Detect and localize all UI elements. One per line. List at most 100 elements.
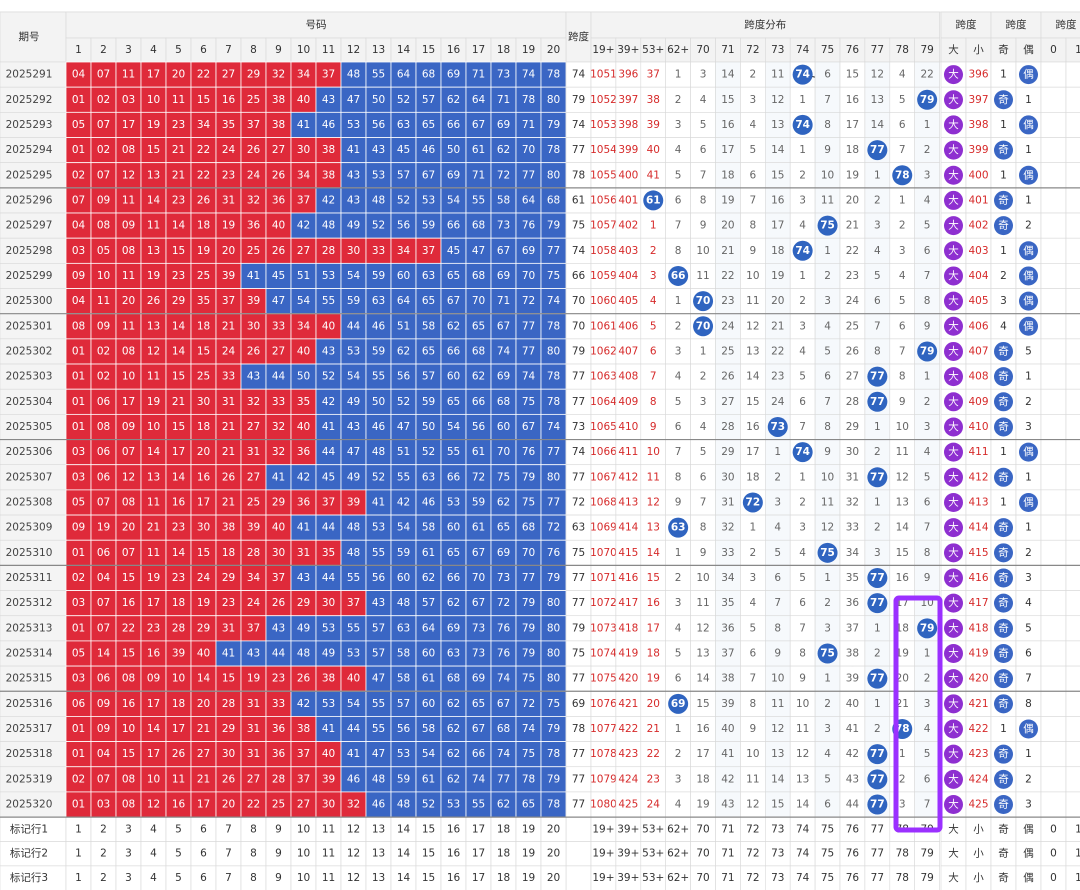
header-text: 1 xyxy=(1075,44,1080,56)
footer-text: 62+ xyxy=(667,872,689,884)
dist-cell xyxy=(690,338,716,365)
ball-number: 68 xyxy=(447,673,460,685)
ball-number: 13 xyxy=(147,471,160,483)
ball-number: 14 xyxy=(147,446,161,458)
ball-number: 60 xyxy=(497,421,510,433)
ball-number: 62 xyxy=(472,371,485,383)
footer-text: 大 xyxy=(948,822,959,835)
oe-text: 1 xyxy=(1000,119,1007,131)
footer-text: 奇 xyxy=(998,871,1009,884)
ball-number: 01 xyxy=(72,345,85,357)
ball-number: 18 xyxy=(197,220,210,232)
miss-count: 5 xyxy=(774,547,781,559)
tail-cell xyxy=(1065,716,1080,742)
header-cell xyxy=(640,37,666,63)
ball-number: 53 xyxy=(372,522,385,534)
miss-count: 10 xyxy=(647,446,660,458)
ball-number: 26 xyxy=(247,144,261,156)
bs-text: 大 xyxy=(948,143,959,156)
miss-count: 2 xyxy=(874,194,881,206)
miss-count: 4 xyxy=(924,194,931,206)
oe-text: 3 xyxy=(1000,295,1007,307)
ball-number: 18 xyxy=(197,421,210,433)
miss-count: 25 xyxy=(721,345,734,357)
ball-number: 37 xyxy=(322,496,335,508)
header-cell xyxy=(90,37,117,63)
ball-cell xyxy=(240,262,267,289)
miss-count: 6 xyxy=(799,396,806,408)
miss-count: 5 xyxy=(675,169,682,181)
ball-number: 31 xyxy=(222,622,235,634)
miss-count: 3 xyxy=(675,597,682,609)
miss-count: 35 xyxy=(846,572,859,584)
ball-number: 46 xyxy=(322,119,336,131)
dist-cell xyxy=(864,263,891,289)
ball-number: 26 xyxy=(272,245,286,257)
ball-number: 53 xyxy=(347,647,360,659)
ball-cell xyxy=(465,187,492,214)
miss-count: 3 xyxy=(924,169,931,181)
miss-count: 20 xyxy=(721,220,734,232)
miss-count: 9 xyxy=(824,446,831,458)
ball-number: 59 xyxy=(422,220,435,232)
oe-text: 3 xyxy=(1025,799,1032,811)
tail-cell xyxy=(1065,514,1080,541)
miss-count: 22 xyxy=(920,69,933,81)
miss-count: 4 xyxy=(924,446,931,458)
miss-count: 2 xyxy=(874,446,881,458)
ball-cell xyxy=(365,288,392,315)
ball-number: 61 xyxy=(472,144,485,156)
ball-number: 15 xyxy=(222,673,235,685)
ball-cell xyxy=(165,86,192,113)
ball-number: 63 xyxy=(447,647,460,659)
dist-cell xyxy=(740,187,766,214)
miss-count: 3 xyxy=(774,496,781,508)
ball-cell xyxy=(415,288,442,315)
bs-text: 418 xyxy=(968,622,988,634)
ball-number: 65 xyxy=(447,396,460,408)
header-text: 跨度分布 xyxy=(744,18,786,31)
ball-number: 24 xyxy=(197,572,211,584)
tail-cell xyxy=(1065,565,1080,591)
ball-number: 42 xyxy=(297,471,310,483)
ball-number: 35 xyxy=(222,119,235,131)
miss-count: 1060 xyxy=(590,295,617,307)
footer-text: 76 xyxy=(846,848,860,860)
miss-count: 13 xyxy=(796,773,809,785)
dist-cell xyxy=(665,187,691,214)
header-text: 17 xyxy=(472,44,485,56)
ball-number: 58 xyxy=(422,522,435,534)
bs-text: 大 xyxy=(948,621,959,634)
tail-cell xyxy=(1065,414,1080,440)
miss-count: 7 xyxy=(774,597,781,609)
footer-text: 2 xyxy=(100,872,107,884)
ball-number: 33 xyxy=(222,371,235,383)
header-cell xyxy=(515,37,542,63)
period: 2025307 xyxy=(6,471,53,483)
ball-number: 66 xyxy=(447,345,461,357)
miss-count: 1061 xyxy=(590,320,617,332)
ball-number: 41 xyxy=(272,471,285,483)
miss-count: 10 xyxy=(821,169,834,181)
miss-count: 39 xyxy=(846,673,859,685)
footer-text: 75 xyxy=(821,872,834,884)
miss-count: 11 xyxy=(647,471,660,483)
ball-number: 08 xyxy=(122,773,135,785)
footer-text: 13 xyxy=(372,872,385,884)
footer-text: 72 xyxy=(746,872,759,884)
bs-ball xyxy=(944,291,963,311)
miss-count: 39 xyxy=(647,119,660,131)
ball-cell xyxy=(240,237,267,264)
ball-number: 21 xyxy=(197,773,210,785)
dist-cell xyxy=(814,112,841,138)
ball-number: 02 xyxy=(97,371,110,383)
dist-cell xyxy=(590,137,617,163)
ball-number: 78 xyxy=(547,371,560,383)
ball-cell xyxy=(415,338,442,365)
ball-number: 68 xyxy=(497,396,510,408)
ball-number: 37 xyxy=(247,119,260,131)
ball-number: 31 xyxy=(247,748,260,760)
ball-cell xyxy=(190,363,217,390)
ball-cell xyxy=(540,237,567,264)
ball-number: 39 xyxy=(222,270,235,282)
